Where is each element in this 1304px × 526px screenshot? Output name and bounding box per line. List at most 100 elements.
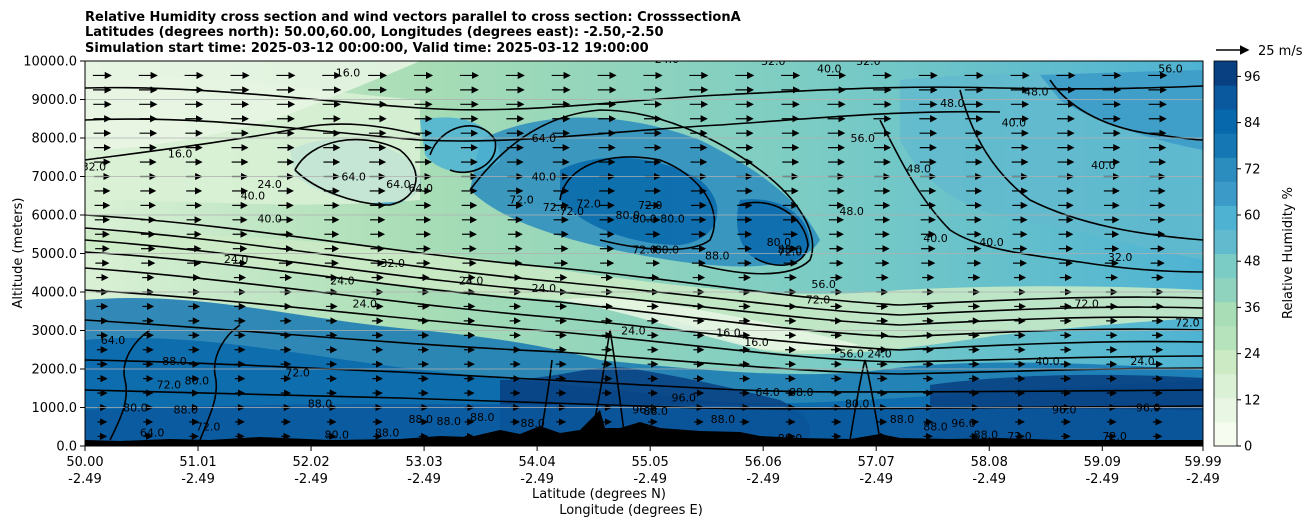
contour-label: 72.0 bbox=[560, 205, 585, 218]
contour-label: 72.0 bbox=[285, 367, 310, 380]
contour-label: 88.0 bbox=[923, 421, 948, 434]
humidity-region bbox=[85, 61, 420, 150]
contour-label: 72.0 bbox=[196, 421, 221, 434]
plot-area: 32.0 16.0 24.0 40.0 40.0 24.0 16.0 24.0 32.0 24.0… bbox=[82, 53, 1203, 446]
contour-label: 56.0 bbox=[839, 347, 864, 360]
contour-line bbox=[85, 289, 1203, 363]
x-tick-label-latitude: 55.05 bbox=[632, 455, 669, 470]
contour-label: 72.0 bbox=[778, 245, 803, 258]
contour-line bbox=[739, 201, 809, 266]
contour-label: 80.0 bbox=[632, 213, 657, 226]
chart-title-line-1: Relative Humidity cross section and wind… bbox=[85, 10, 741, 25]
contour-label: 64.0 bbox=[532, 132, 557, 145]
contour-label: 96.0 bbox=[1052, 403, 1077, 416]
x-tick-label-longitude: -2.49 bbox=[407, 472, 441, 487]
y-tick-label: 0.0 bbox=[56, 440, 77, 455]
gridlines bbox=[85, 99, 1203, 408]
x-tick-label-longitude: -2.49 bbox=[520, 472, 554, 487]
colorbar-swatch bbox=[1214, 205, 1237, 230]
contour-label: 24.0 bbox=[621, 324, 646, 337]
contour-label: 72.0 bbox=[1102, 430, 1127, 443]
y-tick-label: 5000.0 bbox=[32, 247, 78, 262]
contour-label: 32.0 bbox=[381, 257, 406, 270]
contour-label: 64.0 bbox=[341, 170, 366, 183]
wind-vectors bbox=[92, 71, 1168, 440]
colorbar-swatch bbox=[1214, 277, 1237, 303]
contour-label: 24.0 bbox=[1130, 355, 1155, 368]
y-tick-label: 10000.0 bbox=[23, 55, 77, 70]
contour-label: 96.0 bbox=[951, 417, 976, 430]
contour-label: 24.0 bbox=[353, 297, 378, 310]
contour-label: 88.0 bbox=[308, 398, 333, 411]
x-tick-label-longitude: -2.49 bbox=[972, 472, 1006, 487]
colorbar-tick-label: 0 bbox=[1244, 440, 1252, 455]
colorbar bbox=[1214, 61, 1237, 447]
contour-label: 16.0 bbox=[744, 336, 769, 349]
contour-label: 80.0 bbox=[185, 374, 210, 387]
contour-line bbox=[85, 359, 1203, 393]
colorbar-swatch bbox=[1214, 421, 1237, 447]
contour-label: 88.0 bbox=[162, 355, 187, 368]
contour-label: 88.0 bbox=[375, 426, 400, 439]
x-tick-label-longitude: -2.49 bbox=[1085, 472, 1119, 487]
x-tick-label-latitude: 56.06 bbox=[745, 455, 782, 470]
contour-label: 88.0 bbox=[974, 428, 999, 441]
y-tick-label: 7000.0 bbox=[32, 170, 78, 185]
contour-label: 40.0 bbox=[257, 213, 282, 226]
contour-label: 40.0 bbox=[817, 63, 842, 76]
contour-label: 32.0 bbox=[761, 55, 786, 68]
contour-label: 80.0 bbox=[616, 209, 641, 222]
contour-label: 16.0 bbox=[168, 147, 193, 160]
colorbar-tick-label: 36 bbox=[1244, 301, 1261, 316]
colorbar-swatch bbox=[1214, 301, 1237, 327]
chart-title-line-3: Simulation start time: 2025-03-12 00:00:… bbox=[85, 41, 649, 56]
x-axis-label-longitude: Longitude (degrees E) bbox=[559, 503, 703, 518]
colorbar-swatch bbox=[1214, 157, 1237, 182]
contour-label: 24.0 bbox=[330, 274, 355, 287]
contour-line bbox=[199, 324, 241, 441]
contour-label: 32.0 bbox=[82, 161, 107, 174]
y-axis: 0.0 1000.0 2000.0 3000.0 4000.0 5000.0 6000.0 7… bbox=[23, 55, 85, 455]
y-axis-label: Altitude (meters) bbox=[11, 198, 26, 309]
contour-label: 88.0 bbox=[408, 413, 433, 426]
humidity-region bbox=[560, 157, 718, 245]
contour-line bbox=[85, 123, 421, 161]
contour-line bbox=[85, 110, 1001, 142]
y-tick-label: 1000.0 bbox=[32, 401, 78, 416]
x-tick-label-latitude: 57.07 bbox=[858, 455, 895, 470]
colorbar-tick-label: 84 bbox=[1244, 116, 1261, 131]
contour-label: 88.0 bbox=[778, 432, 803, 445]
contour-label: 72.0 bbox=[543, 201, 568, 214]
colorbar-swatch bbox=[1214, 349, 1237, 375]
x-tick-label-latitude: 54.04 bbox=[519, 455, 556, 470]
contour-line bbox=[849, 359, 881, 441]
wind-reference-label: 25 m/s bbox=[1258, 44, 1303, 59]
x-tick-label-longitude: -2.49 bbox=[1186, 472, 1220, 487]
contour-label: 88.0 bbox=[890, 413, 915, 426]
contour-label: 88.0 bbox=[644, 405, 669, 418]
x-tick-label-latitude: 59.99 bbox=[1184, 455, 1221, 470]
contour-label: 24.0 bbox=[655, 53, 680, 66]
colorbar-swatch bbox=[1214, 229, 1237, 254]
contour-label: 64.0 bbox=[101, 334, 126, 347]
contour-label: 72.0 bbox=[509, 193, 534, 206]
colorbar-swatch bbox=[1214, 397, 1237, 423]
colorbar-swatch bbox=[1214, 85, 1237, 110]
x-tick-label-longitude: -2.49 bbox=[859, 472, 893, 487]
contour-label: 80.0 bbox=[845, 398, 870, 411]
contour-label: 88.0 bbox=[470, 411, 495, 424]
contour-label: 72.0 bbox=[638, 199, 663, 212]
x-tick-label-longitude: -2.49 bbox=[181, 472, 215, 487]
contour-label: 88.0 bbox=[789, 386, 814, 399]
contour-label: 72.0 bbox=[632, 244, 657, 257]
chart-title-line-2: Latitudes (degrees north): 50.00,60.00, … bbox=[85, 25, 664, 40]
contour-label: 40.0 bbox=[241, 190, 266, 203]
contour-label: 80.0 bbox=[660, 213, 685, 226]
colorbar-tick-label: 24 bbox=[1244, 347, 1261, 362]
x-tick-label-latitude: 53.03 bbox=[405, 455, 442, 470]
contour-label: 48.0 bbox=[1024, 86, 1049, 99]
contour-label: 40.0 bbox=[1035, 355, 1060, 368]
x-axis-label-latitude: Latitude (degrees N) bbox=[532, 487, 666, 502]
x-tick-label-latitude: 59.09 bbox=[1084, 455, 1121, 470]
contour-label: 72.0 bbox=[1074, 297, 1099, 310]
